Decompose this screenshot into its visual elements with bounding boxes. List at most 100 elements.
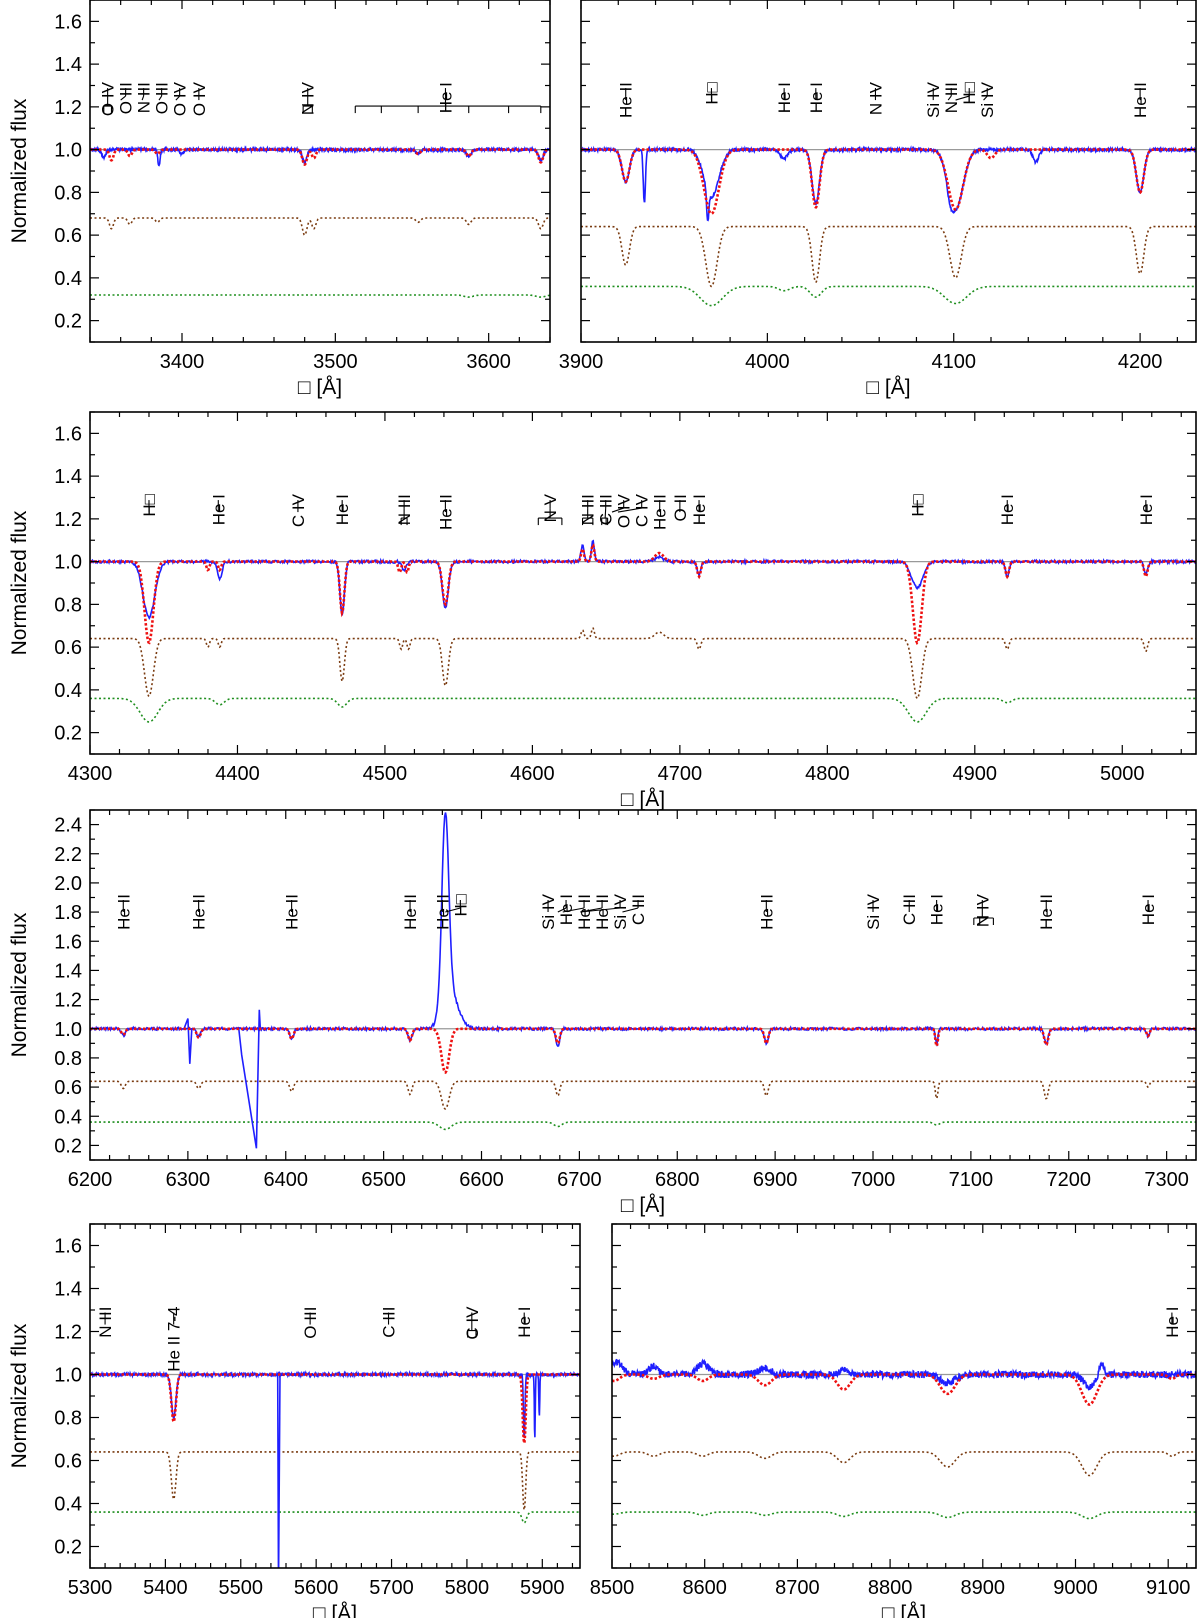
- line-id-he-i: He I: [775, 82, 794, 113]
- x-axis-label: □ [Å]: [621, 1194, 665, 1217]
- y-tick-label: 2.4: [54, 815, 82, 837]
- component-2-spectrum: [90, 1511, 580, 1524]
- x-tick-label: 6300: [166, 1169, 211, 1191]
- line-id-n-v: N V: [537, 493, 563, 526]
- plot-frame: [89, 1223, 581, 1569]
- x-tick-label: 5600: [294, 1577, 339, 1599]
- line-id-he-ii: He II: [1037, 894, 1056, 930]
- y-tick-label: 0.8: [54, 1408, 82, 1430]
- x-tick-label: 4100: [931, 351, 976, 373]
- x-tick-label: 4600: [510, 763, 555, 785]
- observed-spectrum: [90, 812, 1196, 1048]
- line-id-n-iv: N IV: [973, 893, 994, 927]
- observed-spectrum: [581, 145, 1196, 222]
- line-id-c-iii: C III: [900, 894, 919, 925]
- component-2-spectrum: [90, 294, 550, 298]
- line-id-label: Si IV: [978, 81, 997, 118]
- line-id-he-i: He I: [1163, 1307, 1182, 1338]
- x-tick-label: 6500: [361, 1169, 406, 1191]
- y-tick-label: 0.6: [54, 1451, 82, 1473]
- x-tick-label: 5000: [1100, 763, 1145, 785]
- line-id-si-iv: Si IV: [539, 893, 558, 930]
- x-axis-label: □ [Å]: [621, 788, 665, 811]
- observed-spectrum: [90, 1369, 580, 1439]
- plot-frame: [580, 0, 1197, 343]
- line-id-n-iii: N III: [942, 82, 961, 113]
- y-tick-label: 0.6: [54, 225, 82, 247]
- line-id-he-ii: He II: [757, 894, 776, 930]
- line-id-he-i: He I: [515, 1307, 534, 1338]
- line-id-si-iv: Si IV: [924, 81, 943, 118]
- x-tick-label: 4900: [953, 763, 998, 785]
- series-group: [612, 1358, 1196, 1520]
- y-tick-label: 1.4: [54, 960, 82, 982]
- y-tick-label: 1.0: [54, 1365, 82, 1387]
- series-group: [90, 145, 550, 298]
- plot-frame: [89, 411, 1197, 755]
- y-tick-label: 0.2: [54, 723, 82, 745]
- y-tick-label: 1.6: [54, 423, 82, 445]
- component-1-spectrum: [90, 1451, 580, 1512]
- line-id-he-i: He I: [807, 82, 826, 113]
- line-id-leader: [611, 507, 624, 513]
- y-tick-label: 2.0: [54, 873, 82, 895]
- line-id-he-ii: He II: [401, 894, 420, 930]
- line-id-label: C III: [629, 894, 648, 925]
- x-tick-label: 8600: [682, 1577, 727, 1599]
- line-id-leader: [562, 907, 585, 913]
- line-id-label: O III: [153, 82, 172, 114]
- x-tick-label: 6200: [68, 1169, 113, 1191]
- y-tick-label: 1.2: [54, 1322, 82, 1344]
- line-id-leader: [617, 507, 642, 513]
- y-tick-label: 0.4: [54, 268, 82, 290]
- line-id-he-ii: He II: [651, 494, 670, 530]
- x-tick-label: 5500: [219, 1577, 264, 1599]
- line-id-n-iii: N III: [96, 1307, 115, 1338]
- line-id-he-ii: He II: [436, 494, 455, 530]
- y-tick-label: 0.2: [54, 1537, 82, 1559]
- x-tick-label: 7300: [1144, 1169, 1189, 1191]
- spectrum-panel-1: 3400 3500 3600 □ [Å] 0.2 0.4 0.6 0.8 1.0 1.2 1.4 1.…: [8, 0, 551, 399]
- line-id-he-ii: He II: [617, 82, 636, 118]
- line-id-label: O III: [117, 82, 136, 114]
- line-id-h-: H□: [908, 494, 927, 517]
- line-id-label: O IV: [171, 81, 190, 116]
- x-tick-label: 8900: [961, 1577, 1006, 1599]
- y-tick-label: 0.8: [54, 1048, 82, 1070]
- line-id-label: He I: [557, 894, 576, 925]
- spectrum-panel-2: 3900 4000 4100 4200 □ [Å] He II H□ He I He I N IV…: [559, 0, 1197, 399]
- x-tick-label: 5900: [520, 1577, 565, 1599]
- line-id-he-i: He I: [1137, 494, 1156, 525]
- line-id-c-iv: C IV: [463, 1306, 482, 1340]
- line-id-he-ii: He II: [283, 894, 302, 930]
- line-id-c-iii: C III: [622, 894, 648, 925]
- plot-frame: [89, 0, 551, 343]
- line-id-n-iii: N III: [395, 494, 414, 525]
- x-tick-label: 7100: [949, 1169, 994, 1191]
- x-tick-label: 6900: [753, 1169, 798, 1191]
- line-id-o-iv: O IV: [99, 81, 118, 116]
- y-tick-label: 0.4: [54, 1494, 82, 1516]
- line-id-label: C IV: [633, 493, 652, 527]
- x-tick-label: 4000: [745, 351, 790, 373]
- y-axis-label: Normalized flux: [8, 510, 31, 655]
- series-group: [90, 812, 1196, 1149]
- x-tick-label: 4200: [1118, 351, 1163, 373]
- y-tick-label: 1.0: [54, 140, 82, 162]
- line-id-he-i: He I: [928, 894, 947, 925]
- line-id-he-ii: He II: [114, 894, 133, 930]
- y-tick-label: 1.6: [54, 11, 82, 33]
- observed-artifact-0: [274, 1373, 283, 1568]
- x-tick-label: 5400: [143, 1577, 188, 1599]
- observed-artifact-0: [183, 1018, 194, 1064]
- x-axis-label: □ [Å]: [298, 376, 342, 399]
- plot-frame: [611, 1223, 1197, 1569]
- line-id-o-ii: O II: [671, 494, 690, 521]
- line-id-he-i: He I: [209, 494, 228, 525]
- x-tick-label: 3400: [160, 351, 205, 373]
- y-tick-label: 1.2: [54, 97, 82, 119]
- line-id-he-ii: He II: [433, 894, 452, 930]
- observed-spectrum: [612, 1358, 1196, 1391]
- line-id-he-i: He I: [354, 82, 542, 113]
- line-id-c-iii: C III: [380, 1307, 399, 1338]
